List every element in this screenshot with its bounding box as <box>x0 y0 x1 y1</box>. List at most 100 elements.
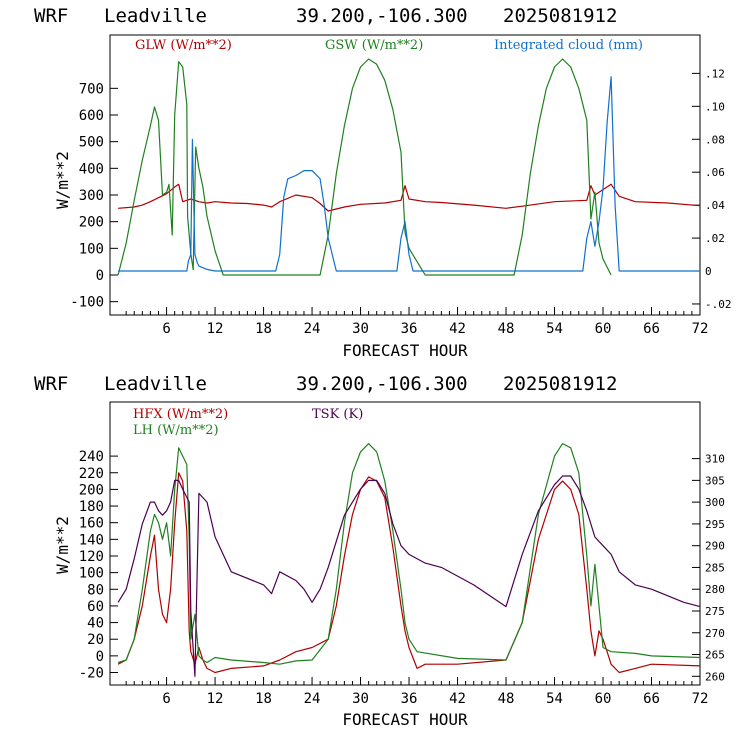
y2-tick-label: .12 <box>705 67 725 80</box>
panel2-right-axis: 260 265 270 275 280 285 290 295 300 305 310 <box>692 453 725 683</box>
y2-tick-label: 310 <box>705 453 725 466</box>
y2-tick-label: 300 <box>705 496 725 509</box>
y-tick-label: 140 <box>79 532 104 548</box>
y-tick-label: 240 <box>79 449 104 465</box>
panel2-coords: 39.200,-106.300 <box>296 373 468 395</box>
series-line-1-2 <box>117 475 701 677</box>
legend-tsk: TSK (K) <box>312 407 363 422</box>
x-tick-label: 60 <box>595 321 612 337</box>
legend-hfx: HFX (W/m**2) <box>133 407 228 422</box>
panel1-coords: 39.200,-106.300 <box>296 5 468 27</box>
panel1-station: Leadville <box>104 5 207 27</box>
panel1-run: 2025081912 <box>503 5 617 27</box>
x-tick-label: 24 <box>304 691 321 707</box>
panel1-frame <box>109 34 701 316</box>
panel1-left-axis: -100 0 100 200 300 400 500 600 700 <box>70 81 118 311</box>
x-tick-label: 42 <box>449 321 466 337</box>
panel1-header: WRF Leadville 39.200,-106.300 2025081912 <box>34 5 617 27</box>
series-line-1-1 <box>117 443 701 665</box>
y2-tick-label: 275 <box>705 605 725 618</box>
panel2-x-axis: 6 12 18 24 30 36 42 48 54 60 66 72 <box>125 677 709 707</box>
panel2-station: Leadville <box>104 373 207 395</box>
x-tick-label: 6 <box>162 321 170 337</box>
y2-tick-label: 280 <box>705 583 725 596</box>
x-tick-label: 36 <box>401 321 418 337</box>
panel2-ylabel: W/m**2 <box>53 516 72 574</box>
x-tick-label: 24 <box>304 321 321 337</box>
x-tick-label: 66 <box>643 321 660 337</box>
panel2-frame <box>109 401 701 686</box>
panel2-header: WRF Leadville 39.200,-106.300 2025081912 <box>34 373 617 395</box>
x-tick-label: 42 <box>449 691 466 707</box>
x-tick-label: 12 <box>207 321 224 337</box>
x-tick-label: 30 <box>352 321 369 337</box>
x-tick-label: 72 <box>692 691 709 707</box>
y-tick-label: 700 <box>79 81 104 97</box>
legend-lh: LH (W/m**2) <box>133 423 219 438</box>
panel2-series <box>117 443 701 677</box>
y2-tick-label: 260 <box>705 670 725 683</box>
x-tick-label: 54 <box>546 691 563 707</box>
y-tick-label: 80 <box>87 582 104 598</box>
y2-tick-label: 270 <box>705 627 725 640</box>
panel2-xlabel: FORECAST HOUR <box>342 710 468 729</box>
x-tick-label: 36 <box>401 691 418 707</box>
y-tick-label: 0 <box>96 649 104 665</box>
y-tick-label: -20 <box>79 666 104 682</box>
x-tick-label: 12 <box>207 691 224 707</box>
series-line-0-2 <box>118 76 700 272</box>
x-tick-label: 48 <box>498 321 515 337</box>
y-tick-label: 100 <box>79 566 104 582</box>
y-tick-label: 300 <box>79 188 104 204</box>
y2-tick-label: 305 <box>705 474 725 487</box>
y-tick-label: 20 <box>87 632 104 648</box>
y2-tick-label: .08 <box>705 133 725 146</box>
y-tick-label: 160 <box>79 516 104 532</box>
series-line-1-0 <box>117 472 701 674</box>
x-tick-label: 6 <box>162 691 170 707</box>
y2-tick-label: .02 <box>705 232 725 245</box>
legend-gsw: GSW (W/m**2) <box>325 38 423 53</box>
x-tick-label: 18 <box>255 691 272 707</box>
legend-glw: GLW (W/m**2) <box>135 38 232 53</box>
y-tick-label: 40 <box>87 616 104 632</box>
x-tick-label: 30 <box>352 691 369 707</box>
panel2-run: 2025081912 <box>503 373 617 395</box>
y-tick-label: 0 <box>96 268 104 284</box>
y2-tick-label: .06 <box>705 166 725 179</box>
x-tick-label: 54 <box>546 321 563 337</box>
y-tick-label: 400 <box>79 161 104 177</box>
y2-tick-label: .04 <box>705 199 725 212</box>
y-tick-label: 120 <box>79 549 104 565</box>
x-tick-label: 72 <box>692 321 709 337</box>
y-tick-label: 180 <box>79 499 104 515</box>
x-tick-label: 60 <box>595 691 612 707</box>
series-line-0-1 <box>117 58 612 276</box>
panel1-xlabel: FORECAST HOUR <box>342 341 468 360</box>
panel1-right-axis: -.02 0 .02 .04 .06 .08 .10 .12 <box>692 67 732 311</box>
y-tick-label: 500 <box>79 135 104 151</box>
y-tick-label: 200 <box>79 482 104 498</box>
y-tick-label: -100 <box>70 295 104 311</box>
panel1-ylabel: W/m**2 <box>53 151 72 209</box>
y2-tick-label: 290 <box>705 540 725 553</box>
panel1-model: WRF <box>34 5 68 27</box>
y2-tick-label: -.02 <box>705 298 732 311</box>
legend-integrated-cloud: Integrated cloud (mm) <box>494 38 643 53</box>
y2-tick-label: .10 <box>705 100 725 113</box>
y2-tick-label: 0 <box>705 265 712 278</box>
x-tick-label: 66 <box>643 691 660 707</box>
y2-tick-label: 285 <box>705 561 725 574</box>
x-tick-label: 48 <box>498 691 515 707</box>
y2-tick-label: 295 <box>705 518 725 531</box>
panel1-x-axis: 6 12 18 24 30 36 42 48 54 60 66 72 <box>125 307 709 337</box>
y-tick-label: 600 <box>79 108 104 124</box>
y-tick-label: 60 <box>87 599 104 615</box>
y-tick-label: 220 <box>79 466 104 482</box>
y-tick-label: 200 <box>79 215 104 231</box>
y2-tick-label: 265 <box>705 649 725 662</box>
y-tick-label: 100 <box>79 241 104 257</box>
x-tick-label: 18 <box>255 321 272 337</box>
